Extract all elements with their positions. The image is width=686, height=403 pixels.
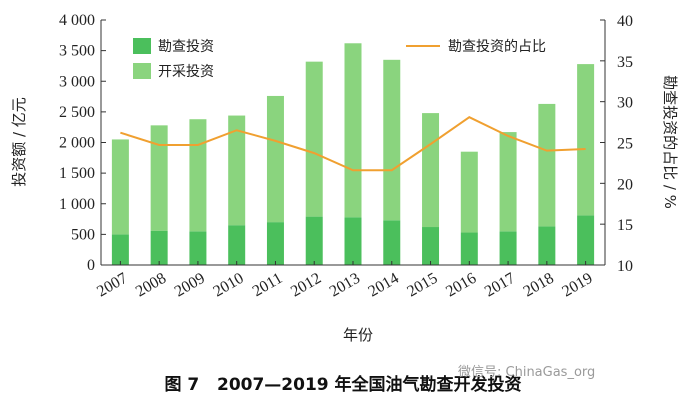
right-tick-label: 25 — [617, 136, 633, 153]
left-tick-label: 3 000 — [59, 73, 95, 90]
left-tick-label: 500 — [71, 226, 95, 243]
bar-development-2011 — [266, 95, 284, 223]
x-tick-label: 2019 — [559, 270, 595, 301]
left-tick-label: 0 — [87, 257, 95, 274]
bar-development-2019 — [577, 64, 595, 216]
right-tick-label: 40 — [617, 13, 633, 30]
bar-exploration-2008 — [150, 230, 168, 265]
bar-exploration-2010 — [228, 225, 246, 265]
bar-exploration-2011 — [266, 222, 284, 265]
left-tick-label: 1 500 — [59, 165, 95, 182]
bar-exploration-2013 — [344, 217, 362, 265]
left-tick-label: 2 500 — [59, 104, 95, 121]
x-tick-label: 2010 — [210, 270, 246, 301]
bar-development-2012 — [305, 61, 323, 217]
legend-label-share: 勘查投资的占比 — [448, 39, 546, 55]
bar-exploration-2016 — [460, 232, 478, 265]
share-line-layer — [120, 116, 586, 172]
x-axis-title: 年份 — [343, 326, 373, 344]
left-tick-label: 1 000 — [59, 196, 95, 213]
x-tick-label: 2017 — [482, 270, 518, 301]
right-tick-label: 30 — [617, 95, 633, 112]
bar-development-2008 — [150, 125, 168, 231]
bar-development-2016 — [460, 151, 478, 233]
legend-label-exploration: 勘查投资 — [158, 39, 214, 55]
x-tick-label: 2009 — [172, 270, 208, 301]
figure-title: 2007—2019 年全国油气勘查开发投资 — [216, 375, 522, 395]
left-tick-label: 3 500 — [59, 43, 95, 60]
bar-exploration-2018 — [538, 226, 556, 265]
right-tick-label: 20 — [617, 176, 633, 193]
bar-development-2015 — [422, 113, 440, 228]
x-tick-label: 2018 — [521, 270, 557, 301]
bar-development-2009 — [189, 119, 207, 232]
bar-exploration-2014 — [383, 220, 401, 265]
right-tick-label: 10 — [617, 258, 633, 275]
x-tick-label: 2012 — [288, 270, 324, 301]
bar-exploration-2009 — [189, 231, 207, 265]
figure-caption: 图 7 2007—2019 年全国油气勘查开发投资 — [0, 370, 686, 395]
bar-development-2007 — [111, 139, 129, 235]
x-tick-label: 2015 — [404, 270, 440, 301]
share-line — [120, 116, 586, 172]
right-tick-label: 15 — [617, 217, 633, 234]
left-tick-label: 2 000 — [59, 135, 95, 152]
bars-layer — [111, 43, 595, 265]
bar-development-2010 — [228, 115, 246, 226]
watermark: 微信号: ChinaGas_org — [458, 365, 596, 380]
x-tick-label: 2013 — [327, 270, 363, 301]
bar-development-2013 — [344, 43, 362, 218]
y-axis-title: 投资额 / 亿元 — [10, 97, 28, 187]
legend-label-development: 开采投资 — [158, 64, 214, 80]
x-tick-label: 2011 — [250, 270, 286, 300]
x-tick-label: 2014 — [366, 270, 402, 301]
legend-swatch-exploration — [133, 38, 151, 54]
bar-development-2017 — [499, 132, 517, 232]
x-tick-label: 2007 — [94, 270, 130, 301]
right-tick-label: 35 — [617, 54, 633, 71]
bar-exploration-2017 — [499, 231, 517, 265]
x-tick-label: 2016 — [443, 270, 479, 301]
y2-axis-title: 勘查投资的占比 / % — [661, 75, 679, 209]
x-tick-label: 2008 — [133, 270, 169, 301]
bar-development-2014 — [383, 59, 401, 221]
legend-swatch-development — [133, 63, 151, 79]
left-tick-label: 4 000 — [59, 12, 95, 29]
figure-label: 图 7 — [164, 375, 200, 395]
bar-development-2018 — [538, 103, 556, 227]
bar-exploration-2007 — [111, 234, 129, 265]
bar-exploration-2015 — [422, 227, 440, 265]
bar-exploration-2019 — [577, 215, 595, 265]
bar-exploration-2012 — [305, 216, 323, 265]
